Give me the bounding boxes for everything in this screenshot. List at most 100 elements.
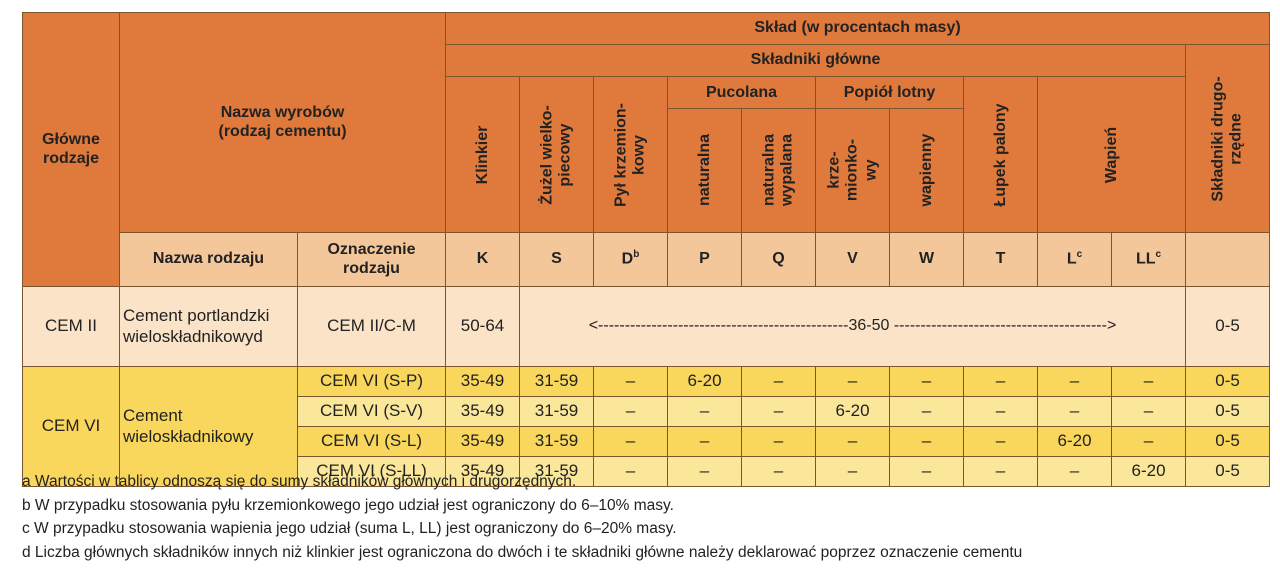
cell-minor: 0-5 bbox=[1185, 366, 1271, 397]
header-nazwa-wyrobow: Nazwa wyrobów (rodzaj cementu) bbox=[118, 12, 447, 233]
code-T: T bbox=[963, 232, 1039, 287]
col-naturalna: naturalna bbox=[668, 108, 743, 232]
code-LL-sup: c bbox=[1155, 249, 1162, 261]
header-skladniki-drugorzedne: Składniki drugo- rzędne bbox=[1185, 44, 1271, 233]
cement-composition-table: Główne rodzaje Nazwa wyrobów (rodzaj cem… bbox=[22, 12, 1271, 487]
col-popiol-group: Popiół lotny krze- mionko- wy wapienny bbox=[815, 76, 965, 233]
cell-S: 31-59 bbox=[519, 366, 595, 397]
col-wapien: Wapień bbox=[1037, 76, 1187, 233]
code-L-sup: c bbox=[1076, 249, 1083, 261]
table-row-cem6-sl: CEM VI (S-L) 35-49 31-59 – – – – – – 6-2… bbox=[22, 426, 1271, 457]
code-L-label: L bbox=[1066, 250, 1077, 268]
code-D: Db bbox=[593, 232, 669, 287]
cell-cem2-name: Cement portlandzki wieloskładnikowyd bbox=[119, 286, 298, 367]
code-LL-label: LL bbox=[1135, 250, 1156, 268]
col-wapienny-label: wapienny bbox=[917, 133, 935, 207]
cell-V: – bbox=[815, 366, 891, 397]
cell-minor: 0-5 bbox=[1185, 396, 1271, 427]
cell-LL: – bbox=[1111, 366, 1187, 397]
cell-T: – bbox=[963, 366, 1039, 397]
cell-P: – bbox=[667, 456, 743, 487]
cell-LL: 6-20 bbox=[1111, 456, 1187, 487]
cell-T: – bbox=[963, 456, 1039, 487]
header-oznaczenie-rodzaju-label: Oznaczenie rodzaju bbox=[327, 240, 416, 277]
col-klinkier-label: Klinkier bbox=[473, 125, 491, 184]
col-pucolana-group: Pucolana naturalna naturalna wypalana bbox=[667, 76, 817, 233]
cell-minor: 0-5 bbox=[1185, 456, 1271, 487]
cell-Q: – bbox=[741, 426, 817, 457]
cell-L: – bbox=[1037, 366, 1113, 397]
col-wapien-label: Wapień bbox=[1102, 126, 1120, 183]
cell-cem2-klinkier: 50-64 bbox=[445, 286, 521, 367]
code-L: Lc bbox=[1037, 232, 1113, 287]
col-krzemionkowy-label: krze- mionko- wy bbox=[824, 138, 879, 202]
col-popiol-label: Popiół lotny bbox=[816, 78, 964, 109]
header-skladniki-glowne: Składniki główne bbox=[445, 44, 1187, 77]
cell-minor: 0-5 bbox=[1185, 426, 1271, 457]
cell-Q: – bbox=[741, 366, 817, 397]
cell-code: CEM VI (S-L) bbox=[296, 426, 447, 457]
header-oznaczenie-rodzaju: Oznaczenie rodzaju bbox=[296, 232, 447, 287]
header-nazwa-wyrobow-line2: (rodzaj cementu) bbox=[218, 122, 347, 140]
code-Q: Q bbox=[741, 232, 817, 287]
cell-T: – bbox=[963, 396, 1039, 427]
cell-W: – bbox=[889, 456, 965, 487]
cell-Q: – bbox=[741, 456, 817, 487]
code-D-label: D bbox=[621, 250, 634, 268]
cell-L: – bbox=[1037, 396, 1113, 427]
code-V: V bbox=[815, 232, 891, 287]
cell-cem6-name: Cement wieloskładnikowy bbox=[119, 366, 298, 487]
cell-cem2-code: CEM II/C-M bbox=[296, 286, 447, 367]
code-D-sup: b bbox=[633, 249, 640, 261]
cell-D: – bbox=[593, 456, 669, 487]
cell-T: – bbox=[963, 426, 1039, 457]
cell-V: – bbox=[815, 456, 891, 487]
table-row-cem6-sp: CEM VI Cement wieloskładnikowy CEM VI (S… bbox=[22, 366, 1271, 487]
col-naturalna-wypalana-label: naturalna wypalana bbox=[760, 133, 796, 207]
col-pyl-label: Pył krzemion- kowy bbox=[612, 102, 648, 207]
cell-code: CEM VI (S-LL) bbox=[296, 456, 447, 487]
cell-code: CEM VI (S-P) bbox=[296, 366, 447, 397]
col-pyl: Pył krzemion- kowy bbox=[593, 76, 669, 233]
header-sklad: Skład (w procentach masy) bbox=[445, 12, 1271, 45]
cell-P: 6-20 bbox=[667, 366, 743, 397]
footnotes: a Wartości w tablicy odnoszą się do sumy… bbox=[22, 470, 1272, 564]
code-S: S bbox=[519, 232, 595, 287]
code-minor-empty bbox=[1185, 232, 1271, 287]
col-klinkier: Klinkier bbox=[445, 76, 521, 233]
cell-V: – bbox=[815, 426, 891, 457]
cell-LL: – bbox=[1111, 396, 1187, 427]
cell-cem6-group: CEM VI bbox=[22, 366, 120, 487]
cell-K: 35-49 bbox=[445, 396, 521, 427]
cell-cem2-range: <---------------------------------------… bbox=[519, 286, 1187, 367]
cell-K: 35-49 bbox=[445, 426, 521, 457]
cell-LL: – bbox=[1111, 426, 1187, 457]
cell-D: – bbox=[593, 396, 669, 427]
cell-cem2-minor: 0-5 bbox=[1185, 286, 1271, 367]
cell-Q: – bbox=[741, 396, 817, 427]
col-lupek: Łupek palony bbox=[963, 76, 1039, 233]
table-row-cem6-sv: CEM VI (S-V) 35-49 31-59 – – – 6-20 – – … bbox=[22, 396, 1271, 427]
footnote-b: b W przypadku stosowania pyłu krzemionko… bbox=[22, 496, 674, 514]
header-nazwa-wyrobow-line1: Nazwa wyrobów bbox=[220, 103, 345, 121]
cell-S: 31-59 bbox=[519, 426, 595, 457]
cell-cem2-group: CEM II bbox=[22, 286, 120, 367]
cell-D: – bbox=[593, 426, 669, 457]
code-P: P bbox=[667, 232, 743, 287]
col-wapienny: wapienny bbox=[890, 109, 963, 232]
cell-P: – bbox=[667, 426, 743, 457]
col-lupek-label: Łupek palony bbox=[991, 102, 1009, 207]
code-K: K bbox=[445, 232, 521, 287]
cell-P: – bbox=[667, 396, 743, 427]
footnote-d: d Liczba głównych składników innych niż … bbox=[22, 543, 1023, 561]
footnote-c: c W przypadku stosowania wapienia jego u… bbox=[22, 520, 677, 537]
cell-D: – bbox=[593, 366, 669, 397]
cell-V: 6-20 bbox=[815, 396, 891, 427]
col-zuzel: Żużel wielko- piecowy bbox=[519, 76, 595, 233]
cell-S: 31-59 bbox=[519, 396, 595, 427]
header-glowne-rodzaje: Główne rodzaje bbox=[22, 12, 120, 287]
cell-W: – bbox=[889, 426, 965, 457]
code-W: W bbox=[889, 232, 965, 287]
cell-S: 31-59 bbox=[519, 456, 595, 487]
header-nazwa-rodzaju: Nazwa rodzaju bbox=[119, 232, 298, 287]
